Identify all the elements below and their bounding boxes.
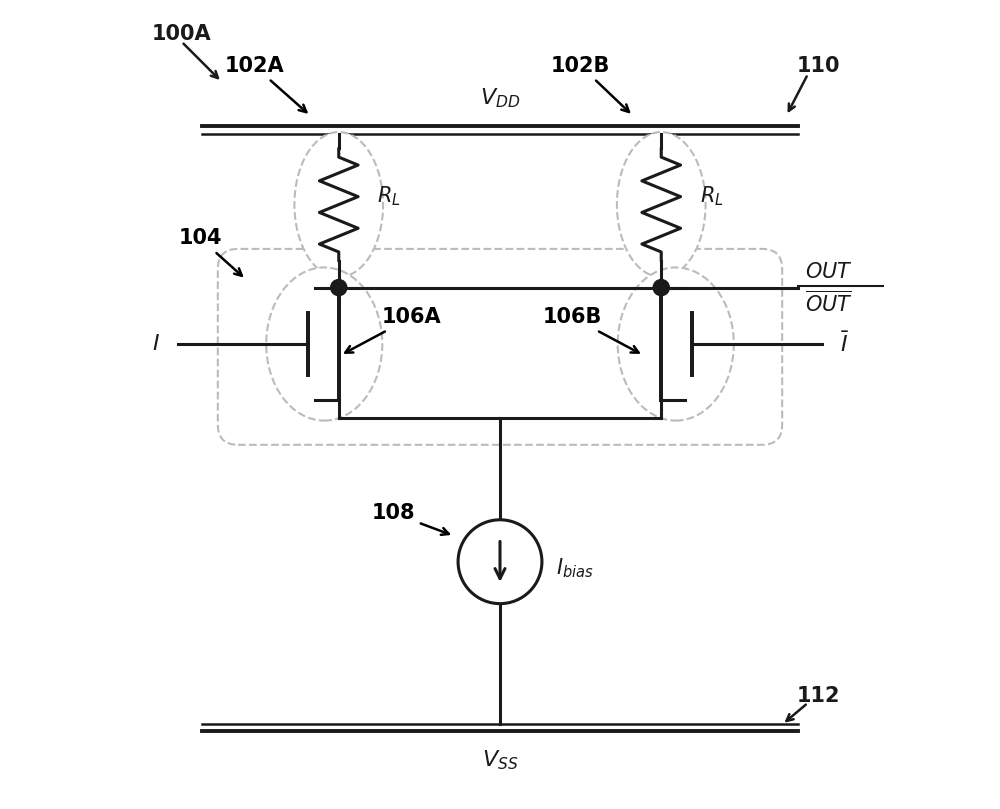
Text: $I_{bias}$: $I_{bias}$ [556,557,594,580]
Text: $V_{SS}$: $V_{SS}$ [482,749,518,773]
Text: 102B: 102B [551,56,629,112]
Text: $R_L$: $R_L$ [377,184,401,208]
Text: 112: 112 [797,686,840,706]
Text: $V_{DD}$: $V_{DD}$ [480,87,520,110]
Ellipse shape [266,268,382,421]
Circle shape [458,520,542,604]
Text: $I$: $I$ [152,334,160,354]
Text: 106B: 106B [543,307,639,353]
Text: 100A: 100A [152,23,211,44]
Text: 108: 108 [372,503,449,535]
Text: $OUT$: $OUT$ [805,262,853,282]
Text: 104: 104 [178,228,242,276]
Text: $\bar{I}$: $\bar{I}$ [840,332,849,356]
Text: 110: 110 [797,56,840,76]
Circle shape [653,280,669,295]
Ellipse shape [294,132,383,277]
Text: $\overline{OUT}$: $\overline{OUT}$ [805,290,853,316]
Circle shape [331,280,347,295]
Text: 106A: 106A [345,307,441,353]
Ellipse shape [617,132,706,277]
Text: 102A: 102A [224,56,306,112]
Text: $R_L$: $R_L$ [700,184,724,208]
Ellipse shape [618,268,734,421]
